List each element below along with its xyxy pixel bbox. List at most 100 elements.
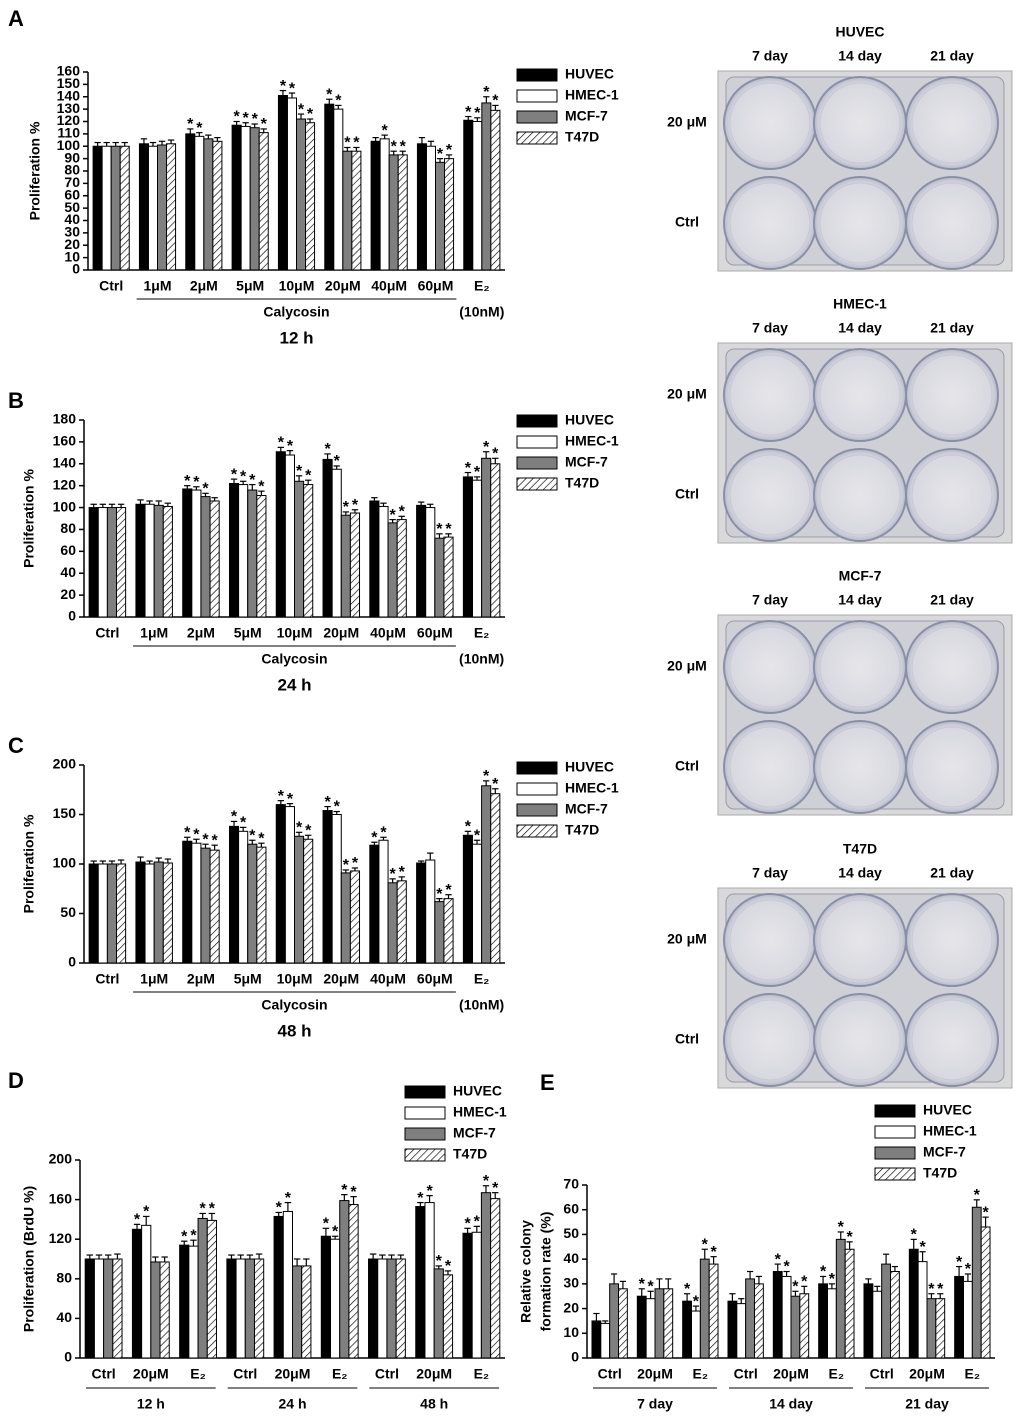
well — [813, 448, 907, 542]
significance-star: * — [483, 768, 490, 785]
group-label: 14 day — [769, 1396, 813, 1412]
legend-label: HMEC-1 — [565, 87, 619, 103]
y-tick-label: 80 — [60, 520, 76, 536]
x-tick-label: Ctrl — [598, 1366, 622, 1382]
bar — [490, 109, 501, 271]
bar — [342, 150, 353, 271]
well — [813, 720, 907, 814]
legend-label: HUVEC — [565, 412, 614, 428]
legend-swatch — [516, 435, 558, 449]
x-tick-label: 1μM — [140, 971, 168, 987]
significance-star: * — [965, 1261, 972, 1278]
legend-swatch — [516, 477, 558, 491]
x-tick-label: 1μM — [140, 625, 168, 641]
well — [723, 76, 817, 170]
bar — [333, 108, 344, 271]
bar — [258, 132, 269, 271]
bar — [490, 463, 501, 618]
bar — [463, 119, 474, 271]
bar — [212, 140, 223, 271]
plate-row-label: 20 μM — [667, 386, 707, 402]
bar — [881, 1263, 892, 1359]
bar — [425, 859, 436, 964]
well — [723, 620, 817, 714]
legend-label: HUVEC — [453, 1083, 502, 1099]
bar — [135, 861, 146, 964]
y-tick-label: 150 — [53, 805, 77, 821]
bar — [101, 145, 112, 271]
significance-star: * — [143, 1204, 150, 1221]
significance-star: * — [249, 472, 256, 489]
y-tick-label: 120 — [53, 476, 77, 492]
bar — [349, 870, 361, 964]
bar — [481, 457, 492, 618]
bar — [480, 1192, 492, 1359]
significance-star: * — [492, 93, 499, 110]
x-tick-label: Ctrl — [99, 278, 123, 294]
x-tick-label: 20μM — [325, 278, 361, 294]
bar — [387, 522, 398, 618]
bar — [471, 479, 483, 618]
legend-label: HUVEC — [923, 1102, 972, 1118]
bar — [247, 843, 258, 964]
significance-star: * — [437, 146, 444, 163]
bar — [600, 1322, 611, 1359]
bar — [388, 154, 399, 271]
well-inner — [729, 726, 811, 808]
significance-star: * — [187, 116, 194, 133]
well-inner — [911, 899, 993, 981]
x-tick-label: Ctrl — [870, 1366, 894, 1382]
bar — [273, 1215, 284, 1359]
y-tick-label: 200 — [49, 1151, 73, 1167]
bar — [351, 150, 362, 271]
group-label: 21 day — [905, 1396, 949, 1412]
well-inner — [729, 454, 811, 536]
bar — [157, 144, 168, 271]
significance-star: * — [196, 120, 203, 137]
bar — [472, 121, 483, 271]
significance-star: * — [464, 1216, 471, 1233]
well-inner — [819, 182, 901, 264]
bar — [435, 161, 446, 271]
bar — [275, 804, 286, 964]
bar — [443, 536, 454, 618]
y-tick-label: 40 — [60, 564, 76, 580]
legend-swatch — [516, 131, 558, 145]
bar — [188, 1245, 199, 1359]
x-tick-label: E₂ — [474, 625, 490, 641]
bar — [699, 1258, 710, 1359]
y-tick-label: 80 — [56, 1270, 72, 1286]
bar — [340, 514, 351, 618]
significance-star: * — [278, 788, 285, 805]
significance-star: * — [389, 866, 396, 883]
plate-row-label: Ctrl — [675, 486, 699, 502]
x-tick-label: 20μM — [416, 1366, 452, 1382]
bar — [727, 1300, 738, 1359]
plate-column-label: 14 day — [838, 592, 882, 608]
y-tick-label: 60 — [60, 542, 76, 558]
panel-letter: B — [8, 388, 24, 413]
y-tick-label: 60 — [64, 186, 80, 202]
y-axis-label: Proliferation % — [21, 469, 37, 568]
bar — [890, 1271, 900, 1359]
y-tick-label: 90 — [64, 149, 80, 165]
bar — [166, 143, 177, 271]
bar — [330, 1238, 341, 1359]
plate-row-label: Ctrl — [675, 1031, 699, 1047]
significance-star: * — [200, 1201, 207, 1218]
bar — [92, 145, 103, 271]
bar — [935, 1298, 946, 1359]
plate-column-label: 14 day — [838, 48, 882, 64]
x-tick-label: 20μM — [275, 1366, 311, 1382]
legend-label: HUVEC — [565, 66, 614, 82]
significance-star: * — [417, 1190, 424, 1207]
significance-star: * — [289, 80, 296, 97]
x-tick-label: 20μM — [323, 625, 359, 641]
bar — [425, 507, 436, 618]
significance-star: * — [400, 138, 407, 155]
well-inner — [819, 726, 901, 808]
bar — [301, 1265, 312, 1359]
group-label: Calycosin — [261, 997, 327, 1013]
significance-star: * — [483, 84, 490, 101]
group-label: 7 day — [637, 1396, 673, 1412]
